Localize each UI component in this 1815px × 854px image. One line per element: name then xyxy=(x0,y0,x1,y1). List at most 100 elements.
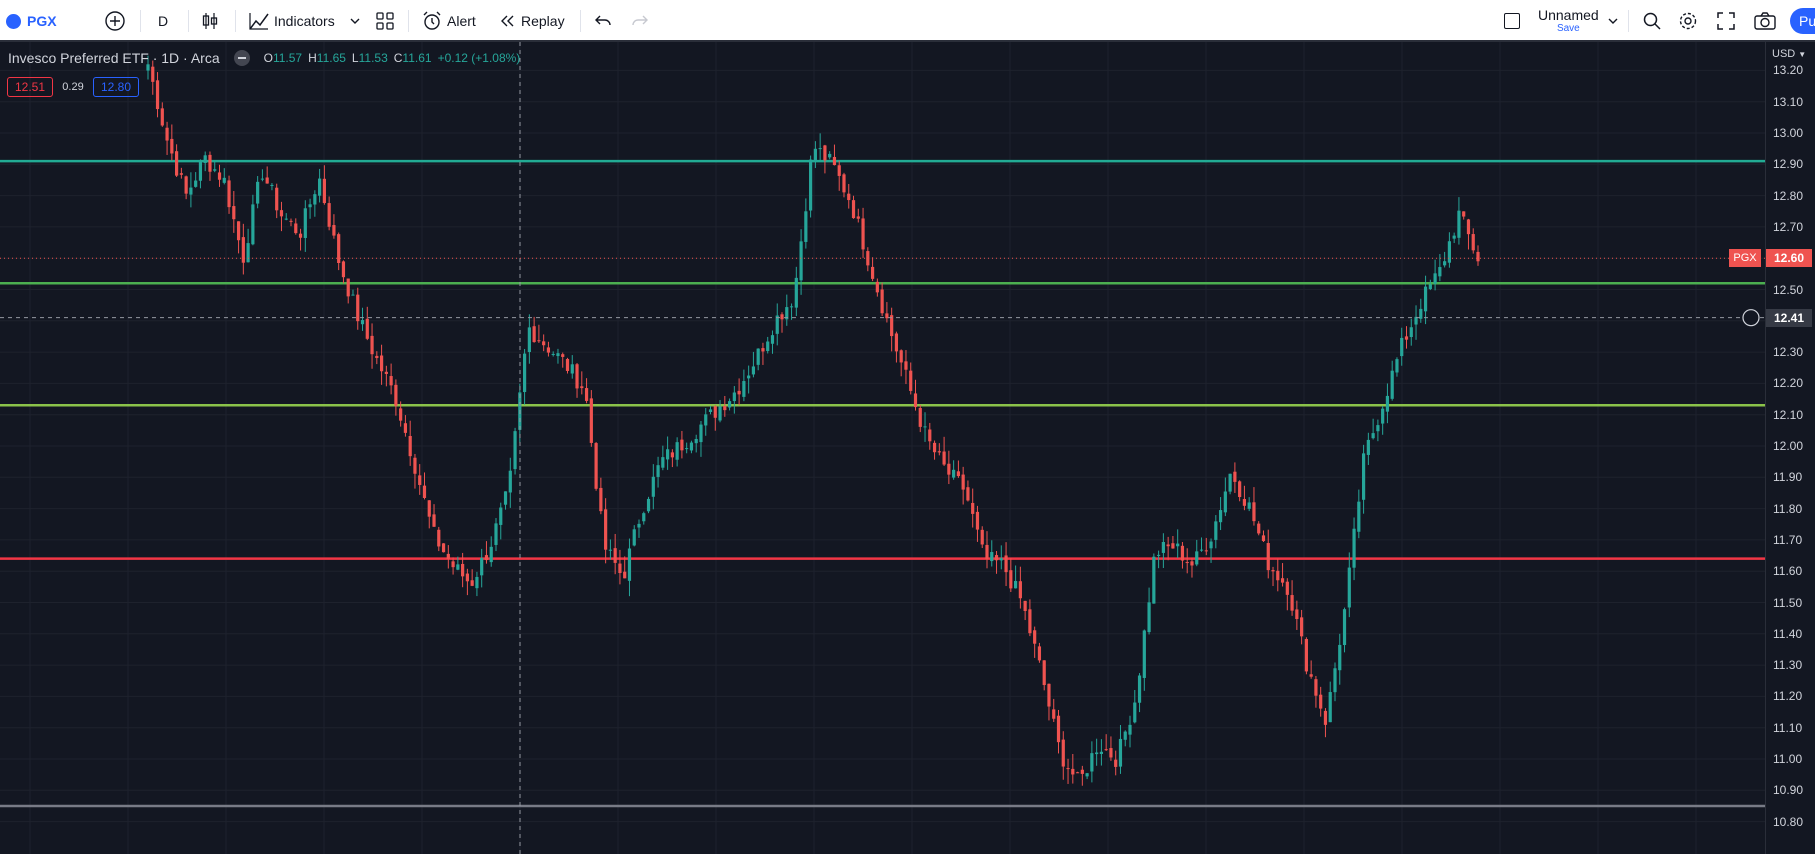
candle-body xyxy=(1190,561,1194,566)
candle-body xyxy=(1085,773,1089,777)
sell-price-badge[interactable]: 12.51 xyxy=(7,77,53,97)
compare-symbol-button[interactable] xyxy=(104,0,126,42)
candle-body xyxy=(513,431,517,470)
price-chart[interactable] xyxy=(0,42,1765,854)
candle-body xyxy=(1056,715,1061,743)
candle-body xyxy=(766,341,770,352)
candle-body xyxy=(1471,234,1475,251)
candle-body xyxy=(1204,550,1208,552)
candle-body xyxy=(1266,543,1270,571)
candle-body xyxy=(184,176,188,194)
candle-body xyxy=(1462,211,1466,217)
search-button[interactable] xyxy=(1642,0,1662,42)
replay-button[interactable]: Replay xyxy=(500,0,565,42)
plus-circle-icon[interactable] xyxy=(1742,309,1760,327)
candle-body xyxy=(718,406,722,421)
crosshair-add-button[interactable] xyxy=(1742,309,1760,327)
symbol-label: PGX xyxy=(27,13,57,29)
candle-body xyxy=(713,406,717,418)
toolbar-divider xyxy=(580,10,581,32)
candle-body xyxy=(446,553,450,559)
candle-body xyxy=(1099,751,1104,754)
candles-icon xyxy=(202,13,218,29)
price-axis[interactable] xyxy=(1765,42,1815,854)
candle-body xyxy=(1257,523,1261,534)
candle-body xyxy=(1104,749,1108,751)
layout-name-button[interactable]: Unnamed Save xyxy=(1538,0,1599,42)
layout-menu-dropdown[interactable] xyxy=(1608,0,1618,42)
undo-button[interactable] xyxy=(594,0,612,42)
currency-label[interactable]: USD ▼ xyxy=(1772,48,1807,60)
candle-body xyxy=(1042,660,1046,686)
settings-button[interactable] xyxy=(1678,0,1698,42)
candle-body xyxy=(847,193,851,201)
candle-body xyxy=(470,580,474,586)
candle-body xyxy=(1338,644,1342,671)
interval-button[interactable]: D xyxy=(158,0,168,42)
candle-body xyxy=(880,289,884,314)
buy-price-badge[interactable]: 12.80 xyxy=(93,77,139,97)
templates-dropdown[interactable] xyxy=(350,0,360,42)
symbol-logo-icon xyxy=(6,13,21,29)
candle-body xyxy=(723,406,727,411)
candle-body xyxy=(1028,609,1032,634)
chart-type-button[interactable] xyxy=(200,0,220,42)
candle-body xyxy=(384,371,388,374)
candle-body xyxy=(646,498,651,512)
price-tick-label: 13.00 xyxy=(1773,126,1804,140)
redo-button[interactable] xyxy=(631,0,649,42)
indicators-button[interactable]: Indicators xyxy=(248,0,335,42)
legend-title: Invesco Preferred ETF · 1D · Arca xyxy=(8,50,220,66)
snapshot-button[interactable] xyxy=(1754,0,1776,42)
candle-body xyxy=(1209,541,1213,549)
candle-body xyxy=(894,333,899,352)
candle-body xyxy=(870,266,875,279)
indicators-label: Indicators xyxy=(274,13,335,29)
candle-body xyxy=(1457,210,1461,238)
alert-button[interactable]: Alert xyxy=(421,0,476,42)
candle-body xyxy=(375,355,379,359)
candle-body xyxy=(413,457,417,474)
candle-body xyxy=(532,326,536,343)
candle-body xyxy=(661,457,665,468)
candle-body xyxy=(1371,433,1375,439)
candle-body xyxy=(1114,759,1118,767)
candle-body xyxy=(279,210,284,217)
candle-body xyxy=(1133,702,1137,723)
candle-body xyxy=(904,361,908,370)
publish-button[interactable]: Pu xyxy=(1790,0,1815,42)
candle-body xyxy=(432,514,436,527)
price-tick-label: 13.10 xyxy=(1773,94,1804,109)
candle-body xyxy=(823,145,827,161)
candle-body xyxy=(666,449,670,460)
candle-body xyxy=(1252,502,1256,522)
candle-body xyxy=(499,507,503,525)
price-tick-label: 12.20 xyxy=(1773,376,1804,391)
candle-body xyxy=(1233,471,1237,482)
hide-legend-icon[interactable] xyxy=(233,50,250,66)
sync-layout-checkbox[interactable] xyxy=(1504,0,1520,42)
candle-body xyxy=(427,500,431,517)
layouts-button[interactable] xyxy=(376,0,394,42)
candle-body xyxy=(1004,555,1008,573)
checkbox-icon xyxy=(1504,13,1520,29)
candle-body xyxy=(785,307,789,320)
candle-body xyxy=(890,315,894,337)
candle-body xyxy=(837,165,841,176)
candle-body xyxy=(522,353,527,393)
candle-body xyxy=(1309,674,1313,677)
candle-body xyxy=(618,563,622,573)
candle-body xyxy=(546,347,551,353)
candle-body xyxy=(1414,316,1418,325)
candle-body xyxy=(198,161,203,181)
candle-body xyxy=(1199,549,1204,551)
candle-body xyxy=(1095,752,1099,755)
toolbar-divider xyxy=(188,10,189,32)
symbol-search[interactable]: PGX xyxy=(6,0,57,42)
candle-body xyxy=(742,381,746,397)
fullscreen-button[interactable] xyxy=(1717,0,1735,42)
price-tick-label: 12.10 xyxy=(1773,407,1804,422)
candle-body xyxy=(575,364,579,389)
candle-body xyxy=(608,549,613,551)
candle-body xyxy=(1223,491,1227,513)
